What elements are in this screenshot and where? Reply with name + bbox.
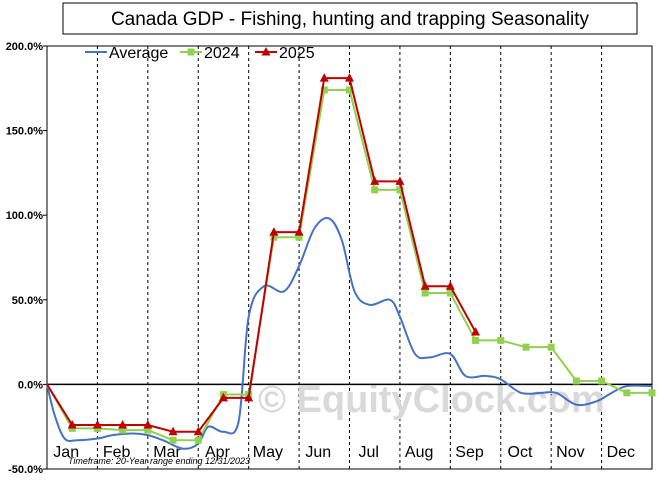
- x-tick-label: Nov: [556, 444, 584, 461]
- data-point-2025: [395, 176, 405, 185]
- data-point-2025: [319, 73, 329, 82]
- legend-marker-2025: [261, 47, 271, 56]
- legend-label-average: Average: [109, 45, 168, 62]
- data-point-2025: [118, 420, 128, 429]
- data-point-2024: [371, 186, 379, 194]
- y-axis-ticks: -50.0% 0.0% 50.0% 100.0% 150.0% 200.0%: [6, 41, 47, 476]
- y-tick-label: 100.0%: [6, 210, 44, 222]
- y-tick-label: 0.0%: [18, 379, 43, 391]
- x-tick-label: May: [253, 444, 283, 461]
- series-line-2025: [46, 77, 477, 433]
- legend-label-2025: 2025: [279, 45, 315, 62]
- data-point-2024: [119, 426, 127, 434]
- chart-title: Canada GDP - Fishing, hunting and trappi…: [111, 9, 590, 30]
- data-point-2024: [572, 377, 580, 385]
- x-axis-ticks: Jan Feb Mar Apr May Jun Jul Aug Sep Oct Nov Dec: [53, 444, 635, 461]
- data-point-2025: [193, 426, 203, 436]
- data-point-2024: [346, 86, 353, 94]
- series-lines: [46, 73, 656, 450]
- grid-lines: [96, 46, 603, 469]
- y-tick-label: -50.0%: [8, 464, 43, 476]
- x-tick-label: Oct: [508, 444, 533, 461]
- data-point-2024: [623, 389, 631, 397]
- data-point-2025: [218, 392, 228, 402]
- series-2025: [46, 73, 481, 436]
- data-point-2024: [194, 436, 202, 444]
- x-tick-label: Jan: [53, 444, 79, 461]
- x-tick-label: Feb: [103, 444, 131, 461]
- data-point-2024: [446, 289, 454, 297]
- data-point-2024: [497, 336, 505, 344]
- x-tick-label: Jul: [358, 444, 378, 461]
- data-point-2025: [67, 420, 77, 429]
- y-tick-label: 50.0%: [12, 295, 43, 307]
- data-point-2024: [421, 289, 429, 297]
- data-point-2024: [598, 377, 606, 385]
- watermark-text: © EquityClock.com: [258, 379, 605, 421]
- data-point-2024: [547, 343, 555, 351]
- data-point-2024: [169, 436, 177, 444]
- data-point-2024: [396, 186, 404, 194]
- data-point-2025: [168, 426, 178, 436]
- legend: Average 2024 2025: [85, 45, 315, 62]
- y-tick-label: 200.0%: [6, 41, 44, 53]
- data-point-2025: [370, 176, 380, 185]
- data-point-2024: [320, 86, 328, 94]
- data-point-2025: [92, 420, 102, 429]
- data-point-2025: [269, 227, 279, 236]
- data-point-2024: [472, 336, 480, 344]
- x-tick-label: Dec: [607, 444, 635, 461]
- data-point-2025: [244, 392, 254, 402]
- data-point-2025: [143, 420, 153, 429]
- legend-label-2024: 2024: [204, 45, 240, 62]
- x-tick-label: Sep: [455, 444, 484, 461]
- data-point-2025: [345, 73, 354, 82]
- x-tick-label: Aug: [405, 444, 433, 461]
- footnote: Timeframe: 20-Year range ending 12/31/20…: [68, 456, 250, 466]
- series-line-average: [46, 217, 653, 450]
- watermark: © EquityClock.com: [258, 379, 605, 421]
- data-point-2024: [648, 389, 656, 397]
- x-tick-label: Apr: [205, 444, 231, 461]
- title-box: [62, 2, 638, 35]
- y-tick-label: 150.0%: [6, 126, 44, 138]
- x-tick-label: Jun: [305, 444, 331, 461]
- data-point-2025: [471, 326, 481, 336]
- legend-marker-2024: [187, 48, 195, 56]
- data-point-2024: [295, 233, 303, 241]
- series-average: [46, 217, 653, 450]
- x-tick-label: Mar: [153, 444, 181, 461]
- data-point-2025: [294, 227, 304, 236]
- data-point-2024: [144, 426, 152, 434]
- data-point-2025: [420, 281, 430, 290]
- data-point-2025: [445, 281, 455, 290]
- data-point-2024: [522, 343, 530, 351]
